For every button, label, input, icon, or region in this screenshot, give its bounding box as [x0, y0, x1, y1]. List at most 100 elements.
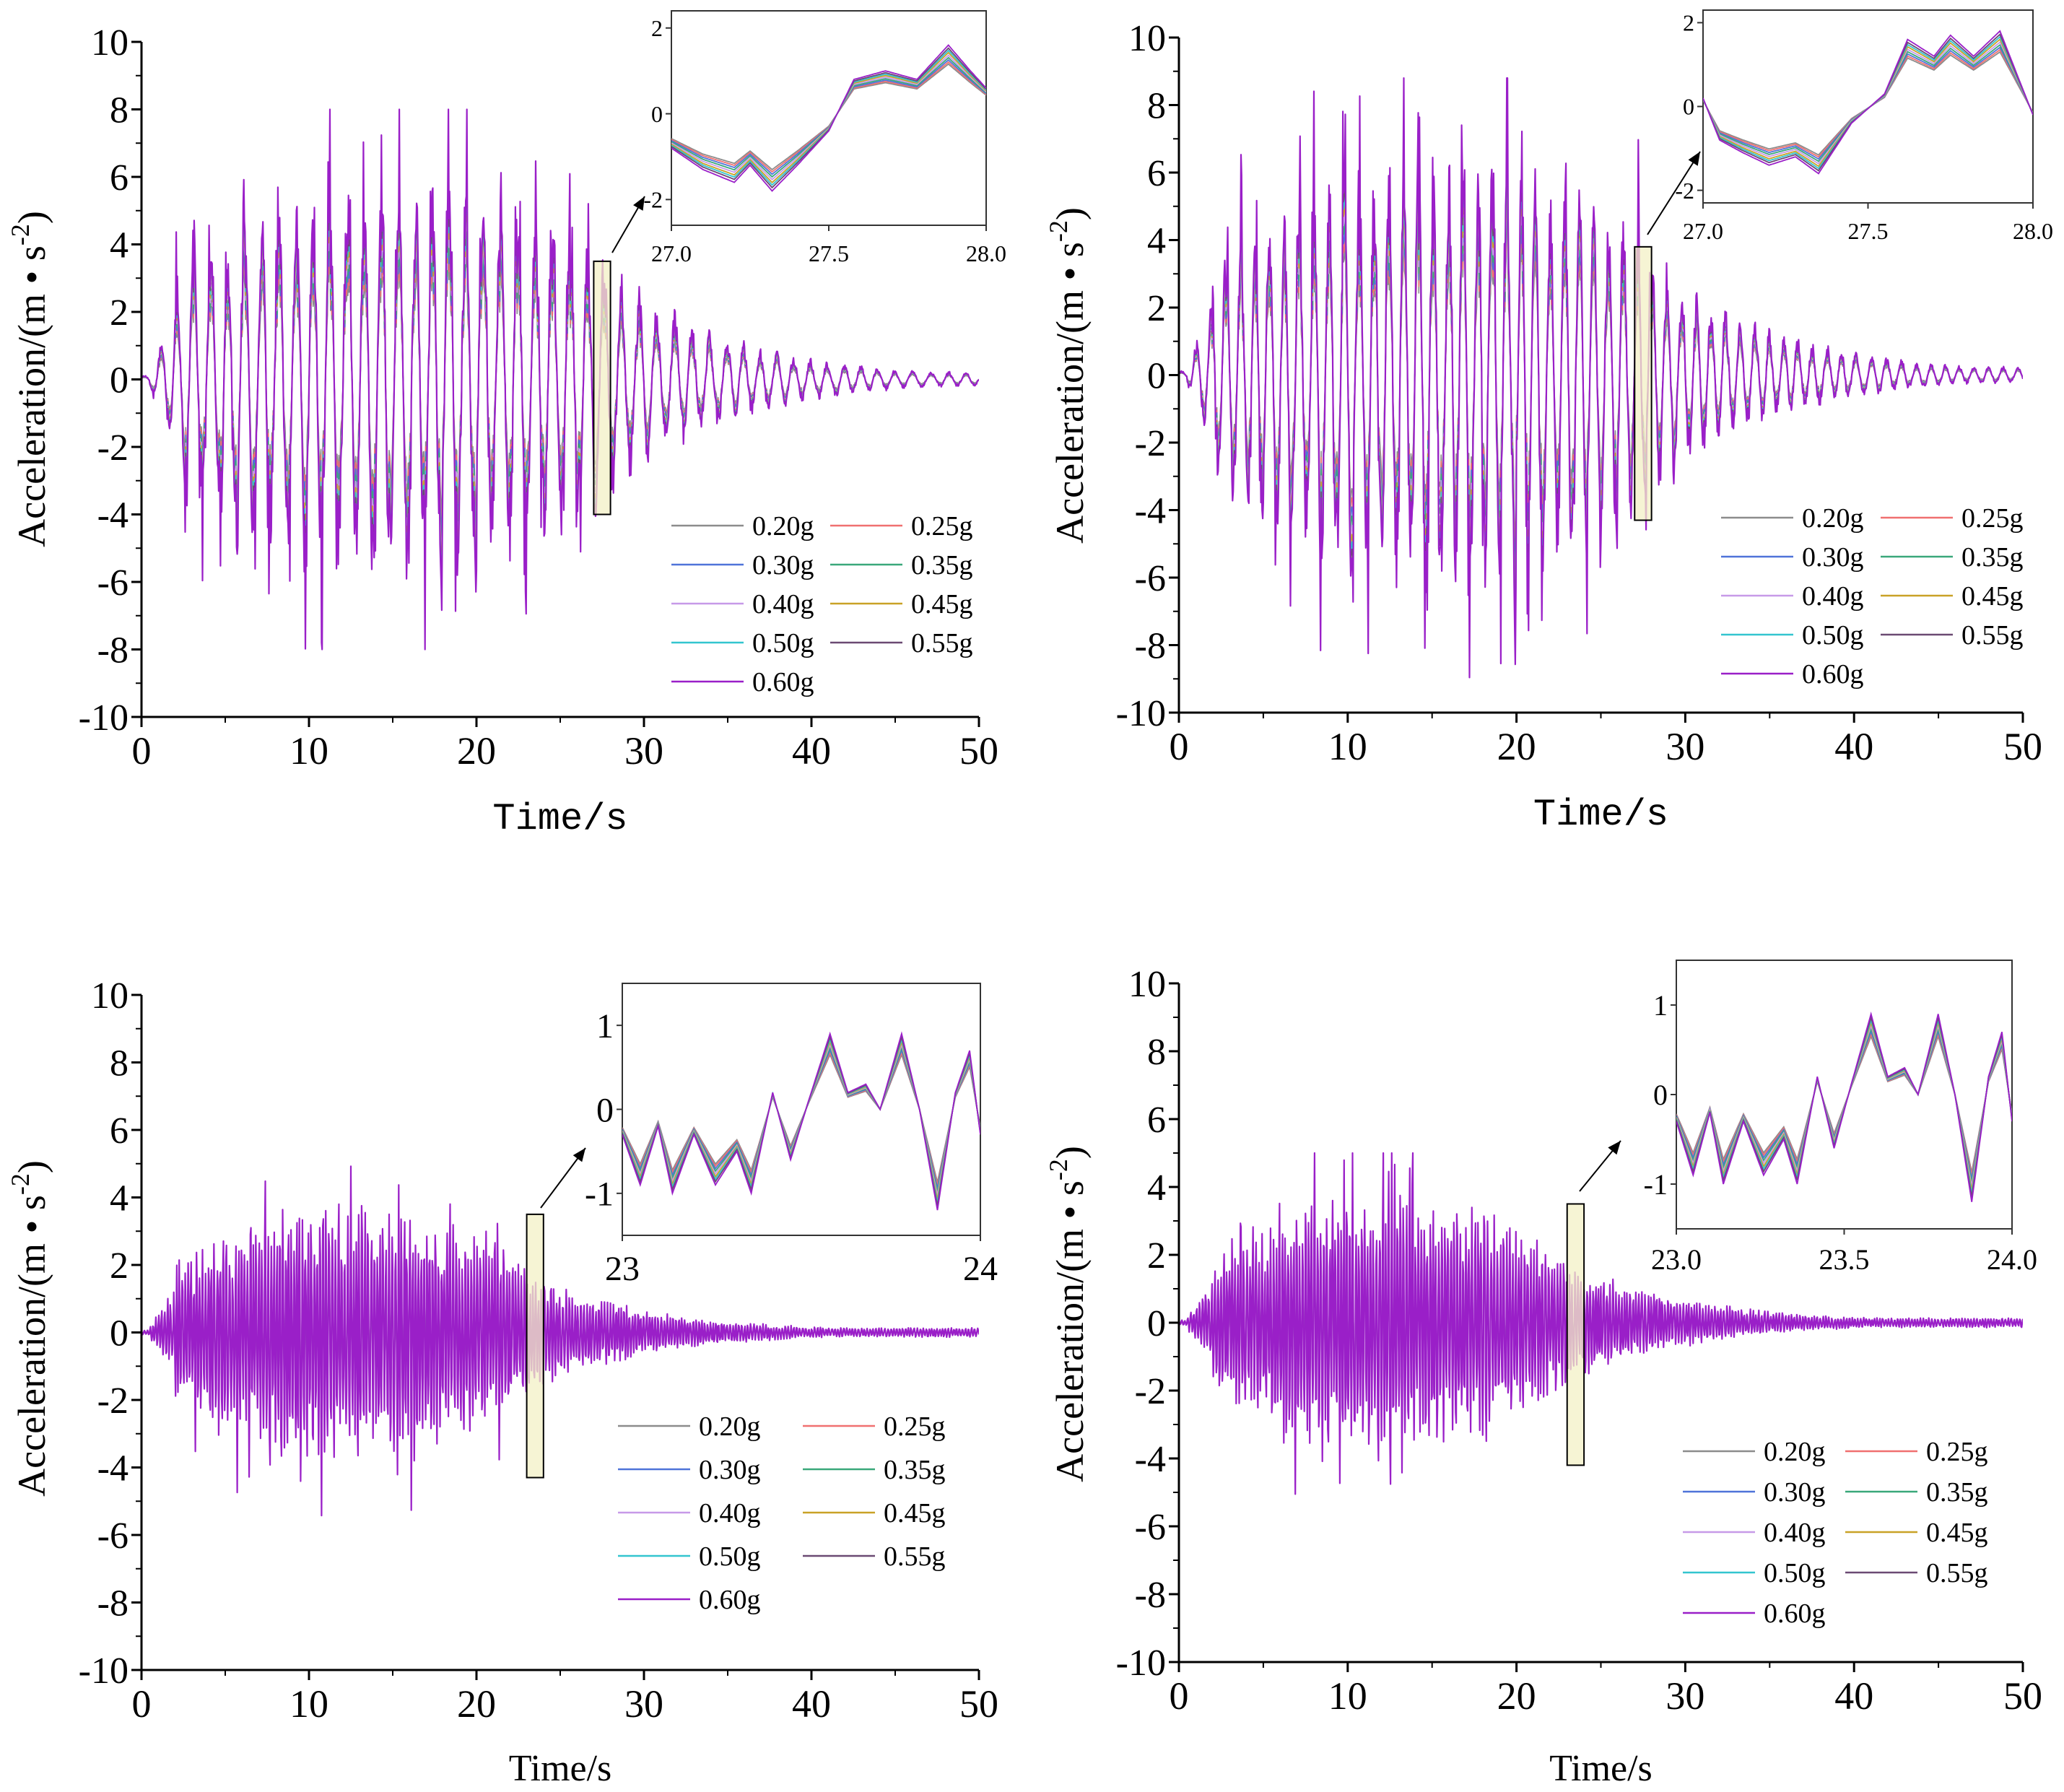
x-tick-label: 50 — [2003, 1674, 2042, 1718]
x-axis-label: Time/s — [509, 1748, 612, 1789]
y-tick-label: 0 — [1147, 356, 1166, 397]
y-tick-label: -6 — [1135, 558, 1166, 599]
y-tick-label: -6 — [97, 562, 129, 604]
y-tick-label: 8 — [1147, 86, 1166, 127]
inset-series-group — [1703, 30, 2033, 175]
legend-label: 0.50g — [1764, 1558, 1826, 1588]
x-tick-label: 20 — [457, 1682, 496, 1726]
inset-series-line-0.60g — [1676, 1011, 2012, 1202]
legend: 0.20g 0.25g 0.30g 0.35g 0.40g 0.45g 0.50g 0.55g… — [618, 1412, 946, 1615]
x-axis-label: Time/s — [492, 798, 627, 840]
inset-y-tick-label: 0 — [1653, 1079, 1668, 1111]
y-tick-label: -2 — [97, 1380, 129, 1422]
y-tick-label: 6 — [1147, 1100, 1166, 1141]
inset-y-tick-label: -2 — [1675, 178, 1694, 204]
y-tick-label: -2 — [1135, 423, 1166, 464]
legend-label: 0.45g — [911, 589, 973, 619]
series-line-0.60g — [141, 108, 979, 651]
x-tick-label: 10 — [1328, 1674, 1367, 1718]
inset-series-group — [1676, 1011, 2012, 1202]
legend-item: 0.55g — [803, 1541, 946, 1572]
leader-arrowhead — [572, 1148, 585, 1162]
x-tick-label: 20 — [457, 729, 496, 773]
y-axis-label-close: ) — [10, 1160, 53, 1173]
y-tick-label: 0 — [1147, 1303, 1166, 1344]
inset-x-tick-label: 24.0 — [1987, 1243, 2037, 1276]
inset-x-tick-label: 28.0 — [2013, 218, 2053, 244]
legend-item: 0.50g — [671, 628, 814, 658]
legend-item: 0.25g — [803, 1412, 946, 1442]
legend-item: 0.55g — [1881, 620, 2024, 651]
x-tick-label: 0 — [132, 729, 152, 773]
y-tick-label: 4 — [110, 225, 129, 266]
legend-item: 0.60g — [1683, 1599, 1826, 1629]
legend: 0.20g 0.25g 0.30g 0.35g 0.40g 0.45g 0.50g 0.55g… — [1683, 1437, 1988, 1629]
legend-label: 0.50g — [1802, 620, 1864, 651]
legend-item: 0.60g — [1721, 659, 1864, 690]
legend-label: 0.25g — [1961, 503, 2024, 534]
main-series-group — [141, 108, 979, 651]
y-axis-label-base: Acceleration/(m • s — [1048, 242, 1092, 544]
main-series-group — [1179, 77, 2023, 679]
legend-item: 0.25g — [1845, 1437, 1988, 1467]
legend-item: 0.45g — [803, 1498, 946, 1528]
legend-item: 0.35g — [803, 1455, 946, 1485]
y-tick-label: 2 — [110, 292, 129, 334]
legend-item: 0.30g — [1683, 1477, 1826, 1508]
y-axis-label-superscript: -2 — [6, 1173, 35, 1195]
series-line-0.60g — [141, 1165, 979, 1517]
x-tick-label: 20 — [1497, 725, 1536, 768]
legend-item: 0.35g — [1845, 1477, 1988, 1508]
legend-item: 0.40g — [618, 1498, 761, 1528]
legend-label: 0.55g — [1961, 620, 2024, 651]
legend-item: 0.35g — [830, 550, 973, 580]
y-tick-label: 8 — [110, 90, 129, 131]
x-tick-label: 40 — [1834, 725, 1873, 768]
inset-x-tick-label: 23 — [605, 1250, 640, 1288]
x-tick-label: 10 — [289, 729, 328, 773]
y-axis-label-base: Acceleration/(m • s — [10, 1195, 53, 1497]
leader-arrowhead — [1688, 152, 1700, 166]
inset-y-tick-label: 0 — [1683, 94, 1694, 120]
y-tick-label: -8 — [1135, 626, 1166, 667]
x-tick-label: 0 — [1170, 725, 1189, 768]
x-tick-label: 10 — [289, 1682, 328, 1726]
inset-series-line-0.60g — [1703, 30, 2033, 175]
x-tick-label: 10 — [1328, 725, 1367, 768]
panel-bottom-right: 0 10 20 30 40 50-10-8-6-4-20246810Time/sAccel… — [1044, 960, 2042, 1789]
inset-x-tick-label: 28.0 — [966, 240, 1006, 266]
y-tick-label: -4 — [1135, 491, 1166, 532]
legend-item: 0.25g — [1881, 503, 2024, 534]
y-axis-label-superscript: -2 — [6, 224, 35, 245]
y-tick-label: 0 — [110, 1313, 129, 1354]
legend-item: 0.20g — [618, 1412, 761, 1442]
y-axis-label-close: ) — [1048, 207, 1092, 220]
inset-frame — [622, 983, 981, 1236]
y-tick-label: 2 — [1147, 1235, 1166, 1276]
inset-series-line-0.60g — [622, 1031, 980, 1211]
x-axis-label: Time/s — [1549, 1748, 1652, 1789]
legend-item: 0.45g — [830, 589, 973, 619]
y-axis-label: Acceleration/(m • s-2) — [1044, 1146, 1092, 1482]
y-tick-label: 10 — [1128, 18, 1166, 59]
inset-y-tick-label: 1 — [596, 1007, 614, 1045]
inset-x-tick-label: 27.0 — [1683, 218, 1723, 244]
legend-label: 0.25g — [1926, 1437, 1988, 1467]
legend-label: 0.55g — [884, 1541, 946, 1572]
inset-x-tick-label: 23.5 — [1819, 1243, 1870, 1276]
inset-y-tick-label: -2 — [643, 187, 663, 213]
panel-top-right: 0 10 20 30 40 50-10-8-6-4-20246810Time/sAccel… — [1044, 9, 2053, 836]
inset-frame — [1676, 960, 2013, 1230]
leader-arrowhead — [1608, 1141, 1621, 1155]
y-tick-label: 6 — [110, 157, 129, 199]
inset-x-tick-label: 27.5 — [1848, 218, 1889, 244]
inset-series-group — [622, 1031, 980, 1211]
legend-label: 0.30g — [1802, 542, 1864, 573]
y-tick-label: 10 — [1128, 964, 1166, 1005]
legend-label: 0.20g — [752, 511, 814, 541]
leader-line — [1647, 151, 1701, 235]
legend-label: 0.20g — [1802, 503, 1864, 534]
inset-x-tick-label: 23.0 — [1651, 1243, 1702, 1276]
x-tick-label: 50 — [2003, 725, 2042, 768]
y-tick-label: -10 — [79, 697, 129, 739]
